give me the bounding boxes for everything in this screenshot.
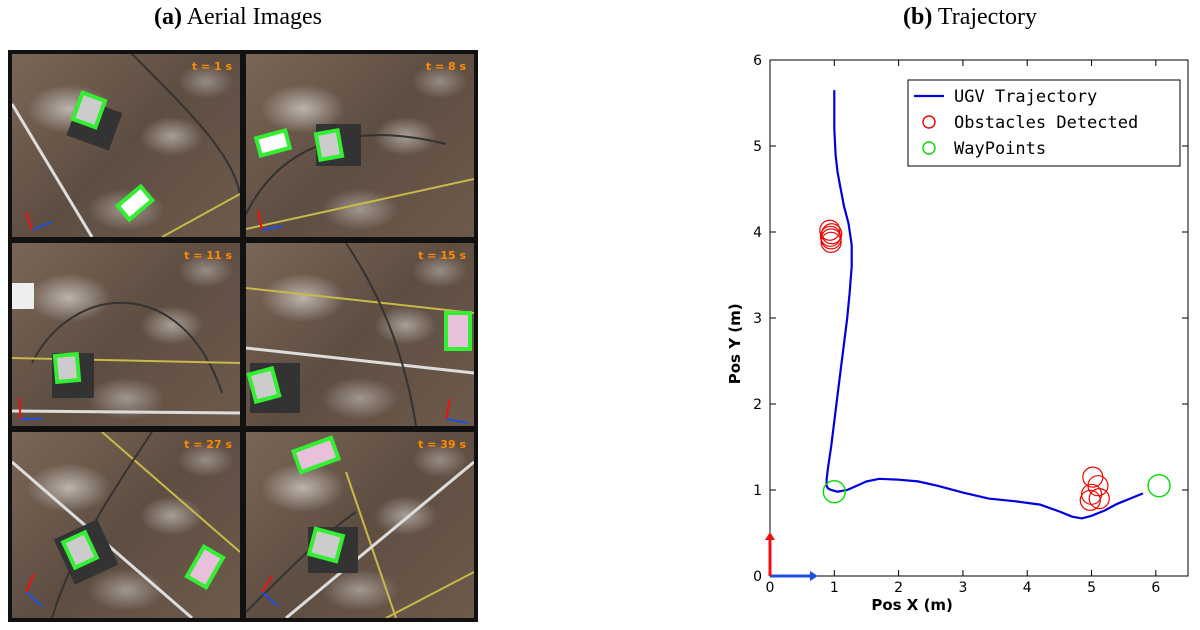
x-tick-label: 4 — [1023, 580, 1032, 596]
time-label: t = 39 s — [418, 438, 466, 451]
y-tick-label: 0 — [753, 569, 762, 585]
obstacle-marker — [821, 223, 843, 245]
y-tick-label: 2 — [753, 397, 762, 413]
aerial-scene-5 — [12, 432, 240, 618]
aerial-panel-3: t = 11 s — [12, 243, 240, 426]
plot-axes: 0 1 2 3 4 5 6 0 1 2 3 4 5 6 Pos X (m) Pos Y (m) — [726, 53, 1189, 614]
legend-entry-label: WayPoints — [954, 139, 1046, 159]
time-label: t = 8 s — [425, 60, 466, 73]
obstacle-marker — [1088, 488, 1110, 510]
aerial-panel-5: t = 27 s — [12, 432, 240, 618]
time-label: t = 11 s — [184, 249, 232, 262]
x-tick-label: 2 — [894, 580, 903, 596]
x-axis-label: Pos X (m) — [871, 596, 953, 614]
aerial-panel-4: t = 15 s — [246, 243, 474, 426]
obstacle-marker — [819, 219, 841, 241]
legend-swatch-circle — [922, 141, 936, 155]
waypoint-marker — [1147, 474, 1171, 498]
aerial-scene-1 — [12, 54, 240, 237]
aerial-panel-2: t = 8 s — [246, 54, 474, 237]
plot-series — [765, 90, 1171, 581]
time-label: t = 15 s — [418, 249, 466, 262]
obstacle-marker — [820, 231, 842, 253]
time-label: t = 27 s — [184, 438, 232, 451]
aerial-scene-6 — [246, 435, 474, 618]
y-tick-label: 1 — [753, 483, 762, 499]
x-tick-label: 0 — [766, 580, 775, 596]
plot-legend: UGV Trajectory Obstacles Detected WayPoint… — [907, 79, 1181, 167]
trajectory-plot: 0 1 2 3 4 5 6 0 1 2 3 4 5 6 Pos X (m) Pos Y (m) UGV Tra… — [726, 53, 1189, 614]
aerial-panel-1: t = 1 s — [12, 54, 240, 237]
aerial-images-grid: t = 1 s t = 8 s t = 11 s — [8, 50, 478, 622]
x-tick-label: 6 — [1151, 580, 1160, 596]
obstacle-marker — [819, 225, 842, 247]
origin-x-arrowhead — [810, 571, 818, 581]
y-tick-label: 5 — [753, 139, 762, 155]
y-tick-label: 3 — [753, 311, 762, 327]
aerial-scene-2 — [246, 124, 474, 231]
y-tick-label: 6 — [753, 53, 762, 69]
waypoint-marker — [822, 480, 847, 504]
x-tick-label: 1 — [830, 580, 839, 596]
aerial-scene-4 — [246, 243, 474, 426]
obstacle-marker — [1087, 475, 1109, 497]
aerial-panel-6: t = 39 s — [246, 432, 474, 618]
origin-y-arrowhead — [765, 532, 775, 540]
ugv-trajectory-line — [825, 90, 1144, 520]
time-label: t = 1 s — [191, 60, 232, 73]
y-tick-label: 4 — [753, 225, 762, 241]
legend-entry-label: Obstacles Detected — [954, 113, 1138, 133]
obstacle-marker — [1079, 489, 1101, 511]
x-tick-label: 5 — [1087, 580, 1096, 596]
caption-trajectory: (b) Trajectory — [902, 4, 1037, 30]
legend-box — [907, 79, 1181, 167]
legend-entry-label: UGV Trajectory — [954, 87, 1097, 107]
x-tick-label: 3 — [958, 580, 967, 596]
caption-aerial-images: (a) Aerial Images — [154, 4, 322, 30]
legend-swatch-circle — [922, 115, 936, 129]
aerial-scene-3 — [12, 283, 240, 420]
y-axis-label: Pos Y (m) — [726, 303, 744, 384]
